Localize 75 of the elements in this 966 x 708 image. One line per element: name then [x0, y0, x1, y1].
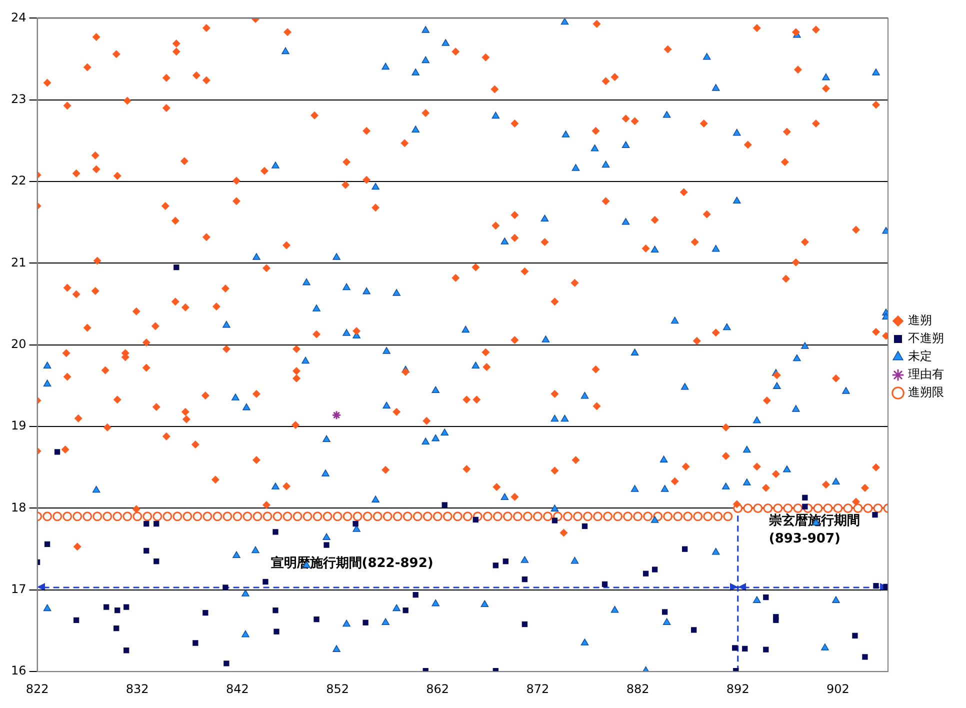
point	[412, 592, 418, 598]
point	[154, 558, 160, 564]
point	[262, 578, 268, 585]
point	[883, 584, 888, 590]
point	[114, 608, 120, 614]
y-tick-label: 24	[10, 10, 26, 24]
point	[192, 640, 198, 646]
point	[44, 541, 50, 548]
point	[362, 620, 368, 626]
x-tick-label: 852	[326, 682, 349, 696]
x-tick-label: 862	[426, 682, 450, 696]
legend-label: 理由有	[908, 367, 944, 382]
legend-label: 進朔	[908, 313, 932, 328]
point	[732, 645, 738, 651]
y-tick-label: 17	[10, 582, 26, 596]
point	[602, 581, 608, 588]
x-tick-label: 842	[226, 682, 249, 696]
point	[862, 654, 868, 660]
point	[691, 627, 697, 633]
y-tick-label: 16	[10, 664, 26, 678]
y-tick-label: 21	[10, 255, 26, 270]
legend-label: 不進朔	[908, 331, 944, 346]
legend-label: 未定	[908, 349, 932, 364]
point	[124, 648, 130, 654]
point	[352, 520, 358, 527]
point	[274, 628, 280, 634]
point	[174, 264, 180, 270]
point	[402, 608, 408, 614]
y-tick-label: 20	[10, 337, 26, 352]
point	[202, 610, 208, 616]
point	[802, 494, 808, 500]
x-tick-label: 892	[726, 682, 750, 696]
x-tick-label: 882	[626, 682, 650, 696]
point	[872, 512, 878, 518]
point	[272, 529, 278, 535]
point	[332, 410, 342, 420]
point	[104, 604, 110, 610]
point	[642, 570, 649, 576]
point	[144, 520, 150, 527]
point	[492, 562, 498, 568]
x-tick-label: 822	[26, 682, 49, 696]
legend-label: 進朔限	[908, 385, 944, 400]
point	[763, 594, 769, 600]
point	[552, 518, 558, 524]
x-tick-label: 832	[126, 682, 149, 696]
point	[873, 583, 879, 589]
point	[662, 609, 668, 615]
point	[224, 660, 230, 666]
point	[314, 616, 320, 622]
y-tick-label: 18	[10, 500, 26, 514]
point	[73, 617, 80, 623]
y-tick-label: 22	[10, 174, 26, 188]
point	[124, 604, 130, 610]
point	[652, 566, 658, 572]
point	[522, 576, 528, 582]
y-tick-label: 19	[10, 418, 26, 433]
point	[852, 632, 858, 638]
point	[582, 523, 588, 530]
point	[114, 625, 120, 632]
point	[522, 621, 528, 628]
x-tick-label: 872	[526, 682, 550, 696]
point	[272, 608, 278, 614]
point	[54, 449, 60, 455]
point	[502, 558, 508, 564]
point	[144, 548, 150, 554]
y-tick-label: 23	[10, 92, 26, 106]
point	[442, 502, 448, 508]
point	[682, 546, 688, 552]
point	[763, 646, 769, 652]
point	[324, 542, 330, 548]
point	[773, 614, 779, 620]
point	[222, 584, 228, 590]
point	[154, 520, 160, 527]
x-tick-label: 902	[826, 682, 850, 696]
point	[742, 646, 748, 652]
